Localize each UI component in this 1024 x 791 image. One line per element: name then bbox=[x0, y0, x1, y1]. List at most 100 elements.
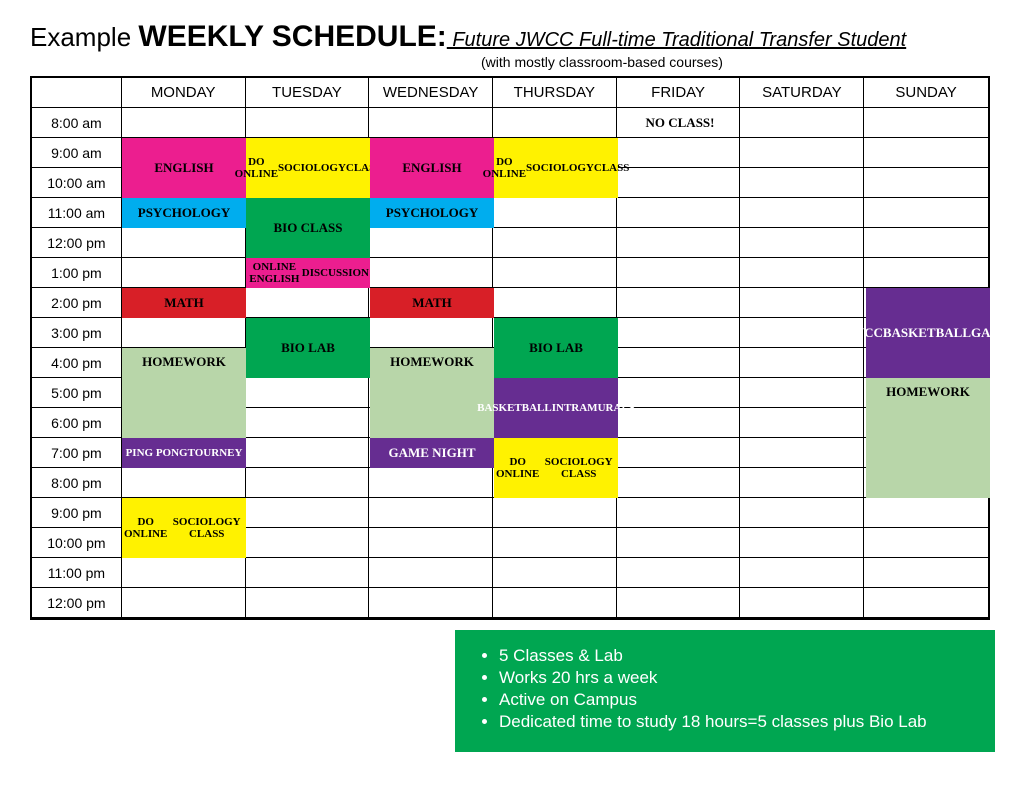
grid-cell bbox=[864, 108, 988, 138]
day-header: THURSDAY bbox=[493, 78, 617, 108]
grid-cell bbox=[740, 288, 864, 318]
time-label: 8:00 am bbox=[32, 108, 122, 138]
schedule-block: PING PONGTOURNEY bbox=[122, 438, 246, 468]
grid-cell bbox=[246, 288, 370, 318]
grid-cell bbox=[617, 588, 741, 618]
grid-cell bbox=[369, 498, 493, 528]
time-label: 12:00 pm bbox=[32, 588, 122, 618]
grid-cell bbox=[493, 528, 617, 558]
grid-cell bbox=[369, 318, 493, 348]
grid-cell bbox=[246, 558, 370, 588]
day-header: MONDAY bbox=[122, 78, 246, 108]
grid-cell bbox=[369, 258, 493, 288]
summary-item: Dedicated time to study 18 hours=5 class… bbox=[499, 712, 973, 732]
grid-cell bbox=[369, 228, 493, 258]
grid-cell bbox=[617, 438, 741, 468]
grid-cell bbox=[617, 468, 741, 498]
schedule-block: MATH bbox=[370, 288, 494, 318]
grid-cell bbox=[740, 498, 864, 528]
time-label: 10:00 am bbox=[32, 168, 122, 198]
schedule-block: HOMEWORK bbox=[370, 348, 494, 438]
grid-cell bbox=[740, 198, 864, 228]
grid-cell bbox=[617, 168, 741, 198]
time-label: 9:00 pm bbox=[32, 498, 122, 528]
schedule-block: JWCCBASKETBALLGAME bbox=[866, 288, 990, 378]
grid-cell bbox=[246, 408, 370, 438]
grid-cell bbox=[864, 228, 988, 258]
grid-cell bbox=[740, 468, 864, 498]
grid-cell bbox=[617, 198, 741, 228]
schedule-block: BIO CLASS bbox=[246, 198, 370, 258]
grid-cell bbox=[864, 588, 988, 618]
title-suffix: Future JWCC Full-time Traditional Transf… bbox=[447, 29, 906, 51]
grid-cell bbox=[740, 558, 864, 588]
day-header: SUNDAY bbox=[864, 78, 988, 108]
grid-cell bbox=[617, 258, 741, 288]
grid-cell bbox=[246, 588, 370, 618]
grid-cell bbox=[493, 288, 617, 318]
grid-cell bbox=[617, 288, 741, 318]
schedule-block: PSYCHOLOGY bbox=[122, 198, 246, 228]
grid-cell bbox=[617, 318, 741, 348]
grid-cell bbox=[246, 468, 370, 498]
schedule-block: BIO LAB bbox=[494, 318, 618, 378]
schedule-block: HOMEWORK bbox=[866, 378, 990, 498]
grid-cell bbox=[740, 408, 864, 438]
day-header: WEDNESDAY bbox=[369, 78, 493, 108]
grid-cell bbox=[864, 558, 988, 588]
schedule-grid: MONDAYTUESDAYWEDNESDAYTHURSDAYFRIDAYSATU… bbox=[30, 76, 990, 620]
grid-cell bbox=[246, 498, 370, 528]
time-label: 11:00 am bbox=[32, 198, 122, 228]
grid-cell bbox=[369, 588, 493, 618]
time-label: 10:00 pm bbox=[32, 528, 122, 558]
grid-cell bbox=[246, 528, 370, 558]
schedule-block: ONLINE ENGLISHDISCUSSION bbox=[246, 258, 370, 288]
grid-cell bbox=[864, 138, 988, 168]
day-header: TUESDAY bbox=[246, 78, 370, 108]
grid-cell bbox=[740, 438, 864, 468]
schedule-block: NO CLASS! bbox=[618, 108, 742, 138]
grid-cell bbox=[369, 468, 493, 498]
grid-cell bbox=[493, 228, 617, 258]
grid-cell bbox=[864, 168, 988, 198]
grid-cell bbox=[740, 228, 864, 258]
grid-cell bbox=[617, 228, 741, 258]
title-prefix: Example bbox=[30, 22, 138, 52]
grid-cell bbox=[617, 378, 741, 408]
grid-cell bbox=[493, 588, 617, 618]
grid-cell bbox=[617, 408, 741, 438]
grid-cell bbox=[740, 108, 864, 138]
summary-box: 5 Classes & LabWorks 20 hrs a weekActive… bbox=[455, 630, 995, 752]
grid-cell bbox=[864, 258, 988, 288]
grid-cell bbox=[493, 258, 617, 288]
schedule-block: BASKETBALLINTRAMURALS bbox=[494, 378, 618, 438]
time-label: 1:00 pm bbox=[32, 258, 122, 288]
grid-cell bbox=[246, 108, 370, 138]
grid-cell bbox=[122, 588, 246, 618]
schedule-block: DO ONLINESOCIOLOGY CLASS bbox=[494, 438, 618, 498]
grid-cell bbox=[617, 498, 741, 528]
title-main: WEEKLY SCHEDULE: bbox=[138, 20, 446, 53]
grid-cell bbox=[122, 108, 246, 138]
grid-cell bbox=[617, 558, 741, 588]
grid-cell bbox=[122, 558, 246, 588]
page-title: Example WEEKLY SCHEDULE: Future JWCC Ful… bbox=[30, 20, 994, 54]
header-time-blank bbox=[32, 78, 122, 108]
grid-cell bbox=[617, 138, 741, 168]
grid-cell bbox=[493, 498, 617, 528]
summary-item: 5 Classes & Lab bbox=[499, 646, 973, 666]
grid-cell bbox=[122, 228, 246, 258]
grid-cell bbox=[864, 528, 988, 558]
grid-cell bbox=[246, 438, 370, 468]
grid-cell bbox=[617, 348, 741, 378]
grid-cell bbox=[122, 258, 246, 288]
time-label: 6:00 pm bbox=[32, 408, 122, 438]
schedule-block: DO ONLINESOCIOLOGYCLASS bbox=[246, 138, 370, 198]
schedule-block: DO ONLINESOCIOLOGYCLASS bbox=[494, 138, 618, 198]
schedule-block: ENGLISH bbox=[122, 138, 246, 198]
time-label: 11:00 pm bbox=[32, 558, 122, 588]
schedule-block: DO ONLINESOCIOLOGY CLASS bbox=[122, 498, 246, 558]
summary-item: Active on Campus bbox=[499, 690, 973, 710]
grid-cell bbox=[122, 318, 246, 348]
summary-list: 5 Classes & LabWorks 20 hrs a weekActive… bbox=[477, 646, 973, 732]
